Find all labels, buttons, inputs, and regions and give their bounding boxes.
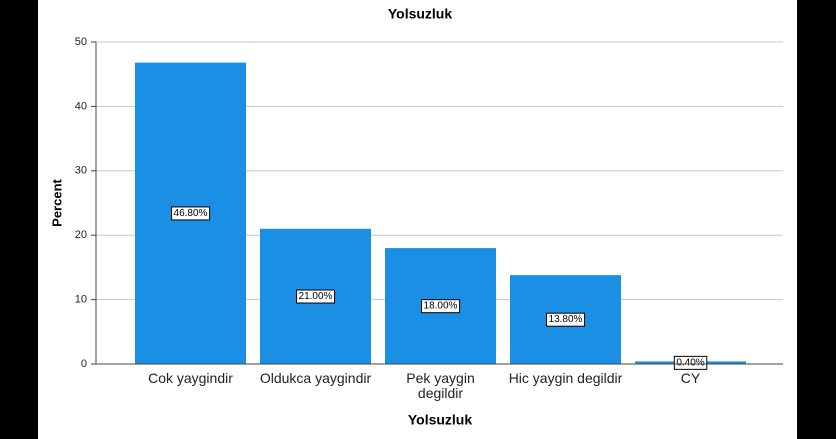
value-label: 46.80% xyxy=(174,208,208,219)
y-tick-label: 0 xyxy=(81,358,87,370)
y-tick-label: 40 xyxy=(75,100,87,112)
value-label: 18.00% xyxy=(424,301,458,312)
x-tick-label: CY xyxy=(680,370,701,386)
x-axis-label: Yolsuzluk xyxy=(408,412,473,428)
y-tick-label: 20 xyxy=(75,229,87,241)
y-tick-label: 50 xyxy=(75,36,87,48)
x-tick-label: Hic yaygin degildir xyxy=(508,370,623,386)
value-label-box xyxy=(673,355,708,370)
x-tick-label: Cok yaygindir xyxy=(148,370,233,386)
value-label: 13.80% xyxy=(549,314,583,325)
y-axis-label: Percent xyxy=(49,178,64,226)
value-label: 21.00% xyxy=(299,291,333,302)
x-tick-label: Pek yaygin degildir xyxy=(406,370,475,401)
value-label-box xyxy=(546,312,586,327)
x-tick-label: Oldukca yaygindir xyxy=(259,370,372,386)
chart-title: Yolsuzluk xyxy=(388,6,453,22)
y-tick-label: 30 xyxy=(75,165,87,177)
value-label-box xyxy=(296,289,336,304)
value-label: 0.40% xyxy=(676,357,704,368)
y-tick-label: 10 xyxy=(75,294,87,306)
value-label-box xyxy=(421,299,461,314)
value-label-box xyxy=(171,206,211,221)
